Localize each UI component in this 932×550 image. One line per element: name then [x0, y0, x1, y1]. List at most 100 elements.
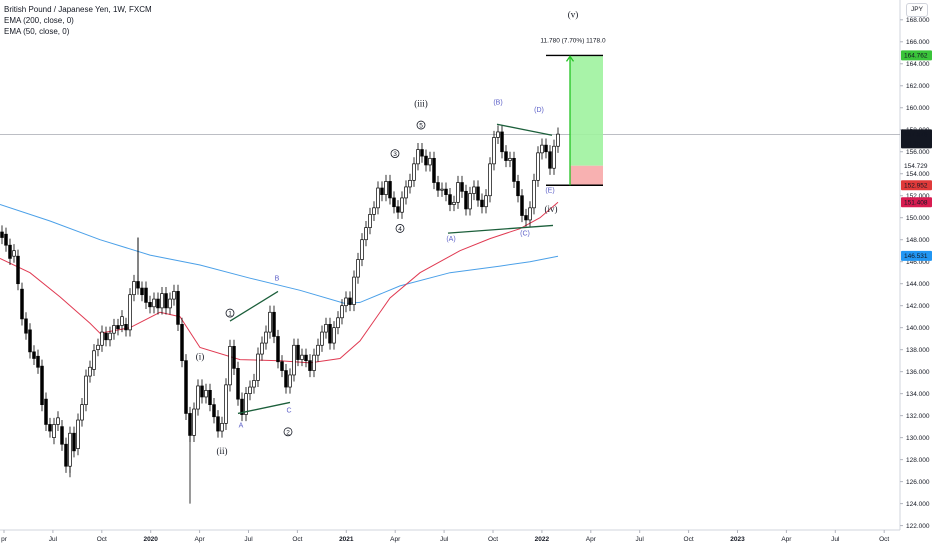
legend-title: British Pound / Japanese Yen, 1W, FXCM	[4, 5, 152, 14]
x-tick-label: Oct	[292, 536, 302, 543]
wave-circle-label: 3	[393, 151, 397, 158]
candle-body	[116, 325, 120, 330]
candle-body	[72, 432, 76, 452]
target-zone[interactable]	[570, 55, 603, 166]
candle-body	[160, 293, 164, 309]
candle-body	[452, 201, 456, 205]
y-tick-label: 142.000	[906, 303, 930, 310]
candle-body	[532, 179, 536, 209]
trendline[interactable]	[496, 123, 553, 136]
x-tick-label: Oct	[488, 536, 498, 543]
wave-label: (E)	[545, 187, 554, 194]
x-tick-label: 2020	[143, 536, 158, 543]
candle-body	[304, 354, 308, 362]
price-tag-countdown: 1d 3h	[904, 140, 921, 147]
x-tick-label: Jul	[244, 536, 253, 543]
price-tag-target	[901, 50, 932, 61]
candle-body	[456, 182, 460, 203]
candle-body	[320, 331, 324, 346]
candle-body	[432, 157, 436, 183]
y-tick-label: 168.000	[906, 17, 930, 24]
y-tick-label: 136.000	[906, 369, 930, 376]
trendline[interactable]	[237, 401, 291, 415]
candle-body	[556, 133, 560, 147]
candle-body	[120, 316, 124, 326]
candle-body	[368, 214, 372, 228]
y-tick-label: 134.000	[906, 391, 930, 398]
candle-body	[140, 287, 144, 296]
candle-body	[20, 288, 24, 320]
candle-body	[428, 157, 432, 166]
candle-body	[464, 190, 468, 210]
wave-label: (B)	[493, 99, 502, 106]
wave-label: C	[286, 407, 291, 414]
candle-body	[516, 181, 520, 197]
candle-body	[404, 186, 408, 199]
candle-body	[184, 360, 188, 414]
candle-body	[436, 182, 440, 191]
candle-body	[0, 231, 4, 238]
candle-body	[392, 197, 396, 208]
y-tick-label: 148.000	[906, 237, 930, 244]
candle-body	[296, 344, 300, 360]
x-tick-label: Apr	[195, 536, 206, 543]
x-tick-label: Apr	[390, 536, 401, 543]
candle-body	[124, 324, 128, 331]
legend-ema200[interactable]: EMA (200, close, 0)	[4, 16, 74, 25]
candle-body	[240, 398, 244, 415]
wave-circle	[390, 149, 400, 159]
y-tick-label: 154.000	[906, 171, 930, 178]
price-tag-stop-label: 152.952	[904, 183, 928, 190]
wave-circle	[283, 427, 293, 437]
candle-body	[356, 259, 360, 278]
trendline[interactable]	[229, 290, 279, 322]
candle-body	[60, 426, 64, 445]
candle-body	[128, 294, 132, 331]
candle-body	[100, 331, 104, 346]
y-tick-label: 156.000	[906, 149, 930, 156]
price-tag-ema50	[901, 197, 932, 208]
wave-label: B	[275, 275, 280, 282]
y-tick-label: 166.000	[906, 39, 930, 46]
candle-body	[476, 186, 480, 201]
price-tag-current-label: 157.576	[904, 132, 928, 139]
candle-body	[512, 157, 516, 182]
legend-ema50[interactable]: EMA (50, close, 0)	[4, 27, 70, 36]
x-tick-label: Jul	[49, 536, 58, 543]
candle-body	[212, 404, 216, 418]
candle-body	[400, 197, 404, 213]
price-tag-current	[901, 129, 932, 149]
candle-body	[468, 193, 472, 210]
currency-scale-button[interactable]: JPY	[906, 3, 928, 17]
candle-body	[48, 424, 52, 432]
x-tick-label: Jul	[831, 536, 840, 543]
candle-body	[448, 194, 452, 205]
wave-circle	[395, 224, 405, 233]
candle-body	[500, 131, 504, 153]
candle-body	[80, 404, 84, 421]
candle-body	[548, 151, 552, 169]
candle-body	[316, 344, 320, 356]
candle-body	[344, 297, 348, 307]
price-tag-ema50-label: 151.408	[904, 200, 928, 207]
wave-circle-label: 1	[228, 311, 232, 318]
candle-body	[536, 152, 540, 181]
candle-body	[68, 432, 72, 467]
trendline[interactable]	[447, 224, 554, 234]
candle-body	[188, 413, 192, 436]
y-tick-label: 160.000	[906, 105, 930, 112]
y-tick-label: 152.000	[906, 193, 930, 200]
candle-body	[492, 137, 496, 165]
measure-label: 11.780 (7.70%) 1178.0	[540, 37, 606, 44]
candle-body	[192, 408, 196, 436]
candle-body	[208, 390, 212, 405]
candle-body	[376, 187, 380, 209]
candle-body	[4, 233, 8, 246]
stop-zone[interactable]	[570, 165, 603, 186]
candle-body	[228, 346, 232, 386]
candle-body	[244, 393, 248, 415]
candle-body	[348, 297, 352, 305]
price-tag-entry-label: 154.729	[904, 163, 928, 170]
wave-circle	[416, 120, 426, 130]
